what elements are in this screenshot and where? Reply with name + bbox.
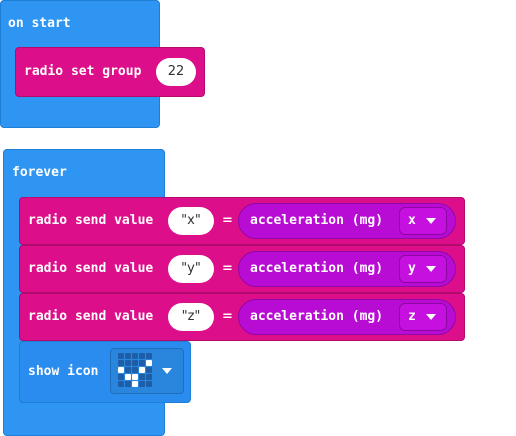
chevron-down-icon bbox=[426, 314, 436, 320]
chevron-down-icon bbox=[426, 218, 436, 224]
led-off bbox=[139, 381, 145, 387]
radio-send-value-label: radio send value bbox=[28, 261, 153, 276]
name-input-x[interactable]: "x" bbox=[168, 207, 214, 235]
led-off bbox=[132, 353, 138, 359]
led-off bbox=[125, 381, 131, 387]
led-off bbox=[146, 367, 152, 373]
led-off bbox=[125, 360, 131, 366]
led-on bbox=[125, 374, 131, 380]
led-off bbox=[146, 381, 152, 387]
on-start-label: on start bbox=[8, 16, 71, 31]
led-on bbox=[146, 360, 152, 366]
led-off bbox=[132, 367, 138, 373]
name-input-z[interactable]: "z" bbox=[168, 303, 214, 331]
led-on bbox=[132, 374, 138, 380]
axis-dropdown-value: x bbox=[408, 213, 416, 228]
led-off bbox=[118, 353, 124, 359]
led-icon-preview bbox=[118, 353, 152, 387]
group-number-input[interactable]: 22 bbox=[156, 58, 196, 86]
led-off bbox=[146, 374, 152, 380]
axis-dropdown-z[interactable] bbox=[399, 303, 447, 331]
led-off bbox=[146, 353, 152, 359]
led-off bbox=[139, 353, 145, 359]
led-off bbox=[132, 360, 138, 366]
show-icon-label: show icon bbox=[28, 364, 98, 379]
equals-sign: = bbox=[222, 213, 233, 228]
equals-sign: = bbox=[222, 261, 233, 276]
radio-set-group-label: radio set group bbox=[24, 64, 141, 79]
led-on bbox=[139, 367, 145, 373]
acceleration-label: acceleration (mg) bbox=[250, 213, 383, 228]
led-on bbox=[132, 381, 138, 387]
acceleration-label: acceleration (mg) bbox=[250, 309, 383, 324]
led-off bbox=[125, 367, 131, 373]
led-off bbox=[118, 381, 124, 387]
forever-label: forever bbox=[12, 165, 67, 180]
led-off bbox=[125, 353, 131, 359]
chevron-down-icon bbox=[162, 368, 172, 374]
led-off bbox=[118, 374, 124, 380]
led-off bbox=[118, 360, 124, 366]
equals-sign: = bbox=[222, 309, 233, 324]
led-on bbox=[118, 367, 124, 373]
led-off bbox=[139, 360, 145, 366]
axis-dropdown-y[interactable] bbox=[399, 255, 447, 283]
axis-dropdown-value: y bbox=[408, 261, 416, 276]
radio-send-value-label: radio send value bbox=[28, 309, 153, 324]
name-input-y[interactable]: "y" bbox=[168, 255, 214, 283]
acceleration-label: acceleration (mg) bbox=[250, 261, 383, 276]
led-off bbox=[139, 374, 145, 380]
axis-dropdown-value: z bbox=[408, 309, 416, 324]
chevron-down-icon bbox=[426, 266, 436, 272]
radio-send-value-label: radio send value bbox=[28, 213, 153, 228]
axis-dropdown-x[interactable] bbox=[399, 207, 447, 235]
